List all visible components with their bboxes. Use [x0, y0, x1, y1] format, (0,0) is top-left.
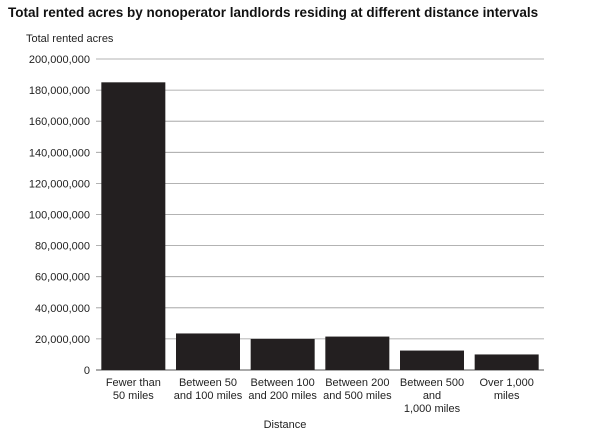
- bar: [101, 82, 166, 370]
- x-category-label: Between 500 and 1,000 miles: [400, 377, 464, 415]
- y-axis-label: Total rented acres: [26, 33, 114, 45]
- y-axis-ticks: 0 20,000,000 40,000,000 60,000,000 80,000,00…: [29, 54, 90, 377]
- y-tick-label: 120,000,000: [29, 178, 90, 190]
- y-tick-label: 100,000,000: [29, 210, 90, 222]
- bar: [474, 354, 539, 370]
- x-category-label: Over 1,000 miles: [479, 377, 533, 402]
- y-tick-label: 160,000,000: [29, 116, 90, 128]
- bar: [250, 338, 315, 370]
- y-tick-label: 0: [84, 365, 90, 377]
- y-tick-label: 20,000,000: [35, 334, 90, 346]
- chart-title: Total rented acres by nonoperator landlo…: [8, 5, 538, 20]
- x-category-label: Between 200 and 500 miles: [323, 377, 392, 402]
- x-category-label: Fewer than 50 miles: [106, 377, 161, 402]
- y-tick-label: 80,000,000: [35, 241, 90, 253]
- gridlines: [96, 58, 544, 371]
- y-tick-label: 180,000,000: [29, 85, 90, 97]
- bar: [325, 336, 390, 370]
- x-category-label: Between 50 and 100 miles: [174, 377, 243, 402]
- bar: [176, 333, 240, 370]
- x-axis-categories: Fewer than 50 miles Between 50 and 100 mile…: [106, 377, 534, 415]
- y-tick-label: 60,000,000: [35, 272, 90, 284]
- x-axis-label: Distance: [264, 419, 307, 431]
- y-tick-label: 40,000,000: [35, 303, 90, 315]
- y-tick-label: 140,000,000: [29, 147, 90, 159]
- bars: [101, 82, 539, 370]
- y-tick-label: 200,000,000: [29, 54, 90, 66]
- bar: [400, 350, 464, 370]
- x-category-label: Between 100 and 200 miles: [248, 377, 317, 402]
